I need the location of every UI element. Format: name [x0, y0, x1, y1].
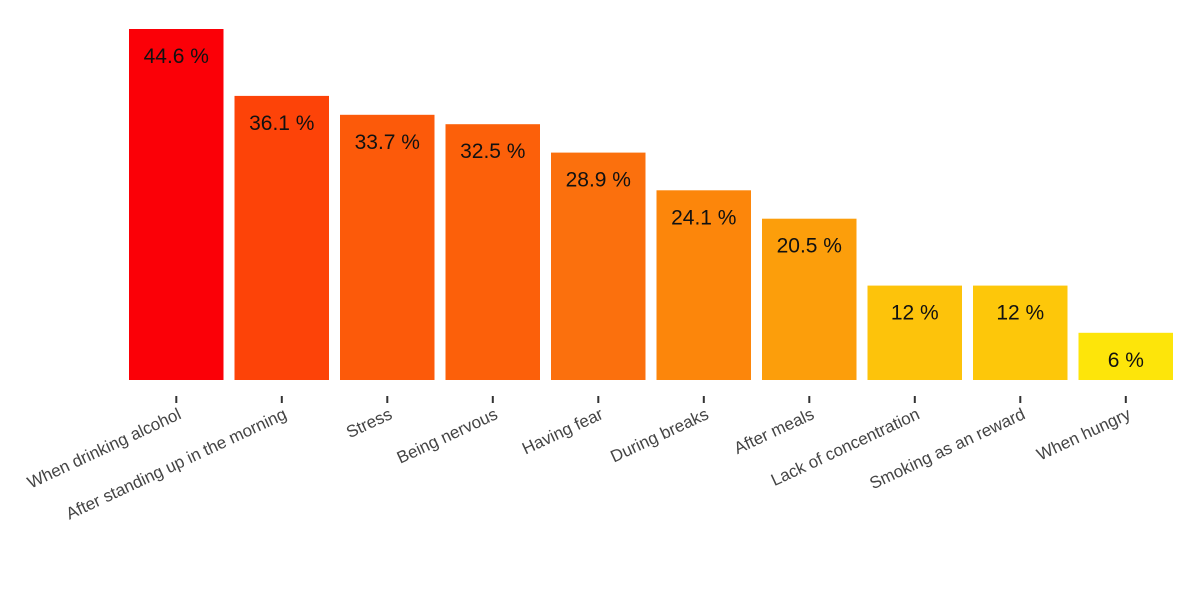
bar-value-label: 36.1 %	[249, 112, 314, 135]
x-tick-label: When hungry	[1034, 404, 1134, 464]
x-tick-label: Stress	[343, 404, 395, 442]
x-tick-label: Being nervous	[394, 404, 501, 467]
bar-value-label: 32.5 %	[460, 140, 525, 163]
bar-5	[656, 190, 751, 380]
x-tick-label: Having fear	[519, 404, 606, 458]
bar-7	[867, 285, 962, 380]
bar-4	[551, 152, 646, 380]
bar-value-label: 12 %	[891, 302, 939, 325]
value-labels-group: 44.6 % 36.1 % 33.7 % 32.5 % 28.9 % 24.1 % 20.5…	[144, 45, 1144, 372]
bar-value-label: 28.9 %	[566, 169, 631, 192]
bar-0	[129, 29, 224, 380]
bar-1	[234, 95, 329, 381]
bars-group	[129, 29, 1173, 381]
bar-value-label: 33.7 %	[355, 131, 420, 154]
bar-9	[1078, 332, 1173, 380]
bar-value-label: 12 %	[996, 302, 1044, 325]
bar-value-label: 20.5 %	[777, 235, 842, 258]
bar-2	[340, 114, 435, 381]
bar-value-label: 6 %	[1108, 349, 1144, 372]
bar-3	[445, 124, 540, 380]
bar-8	[973, 285, 1068, 380]
bar-6	[762, 218, 857, 380]
bar-value-label: 24.1 %	[671, 206, 736, 229]
x-tick-label: After meals	[731, 404, 817, 458]
x-tick-label: During breaks	[608, 404, 712, 466]
bar-value-label: 44.6 %	[144, 45, 209, 68]
